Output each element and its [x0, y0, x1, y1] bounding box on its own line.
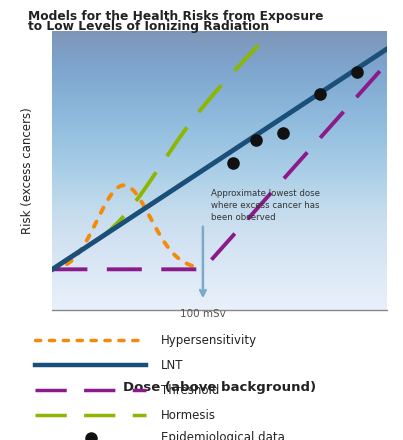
Text: Epidemiological data: Epidemiological data — [161, 431, 285, 440]
Point — [317, 91, 323, 98]
Text: Risk (excess cancers): Risk (excess cancers) — [21, 107, 34, 234]
Point — [230, 159, 236, 166]
Text: Threshold: Threshold — [161, 384, 219, 396]
Text: Dose (above background): Dose (above background) — [123, 381, 316, 394]
Text: 100 mSv: 100 mSv — [180, 309, 226, 319]
Point — [253, 136, 260, 143]
Text: Models for the Health Risks from Exposure: Models for the Health Risks from Exposur… — [28, 10, 324, 23]
Text: Hypersensitivity: Hypersensitivity — [161, 334, 257, 347]
Point — [280, 129, 287, 136]
Text: Approximate lowest dose
where excess cancer has
been observed: Approximate lowest dose where excess can… — [211, 189, 320, 222]
Point — [353, 68, 360, 75]
Text: LNT: LNT — [161, 359, 183, 372]
Text: to Low Levels of Ionizing Radiation: to Low Levels of Ionizing Radiation — [28, 20, 270, 33]
Text: Hormesis: Hormesis — [161, 409, 216, 422]
